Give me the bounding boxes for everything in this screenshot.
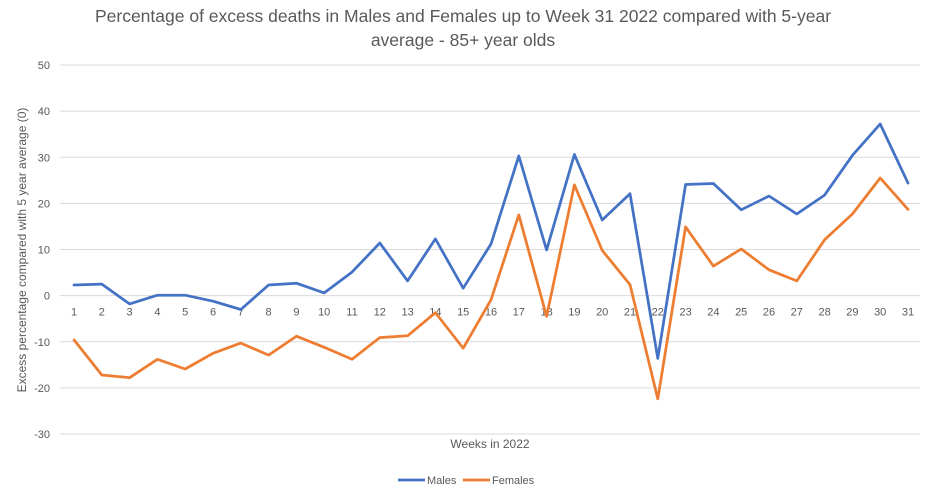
gridlines [60, 64, 920, 435]
y-axis-title: Excess percentage compared with 5 year a… [15, 108, 29, 393]
x-tick-label: 4 [154, 307, 160, 319]
y-tick-label: 0 [44, 291, 50, 303]
y-tick-label: 50 [38, 60, 50, 72]
y-tick-label: 30 [38, 152, 50, 164]
legend-label-males: Males [427, 475, 457, 487]
x-axis-title: Weeks in 2022 [450, 437, 529, 451]
x-tick-label: 9 [293, 307, 299, 319]
series-lines [72, 122, 910, 401]
x-tick-label: 19 [568, 307, 580, 319]
x-tick-label: 3 [127, 307, 133, 319]
x-tick-label: 8 [266, 307, 272, 319]
y-tick-label: 10 [38, 245, 50, 257]
x-tick-label: 20 [596, 307, 608, 319]
y-tick-label: 20 [38, 198, 50, 210]
x-tick-label: 21 [624, 307, 636, 319]
x-tick-label: 17 [513, 307, 525, 319]
x-tick-label: 1 [71, 307, 77, 319]
series-line-males [72, 122, 910, 360]
series-line-females [72, 176, 910, 401]
x-tick-label: 30 [874, 307, 886, 319]
x-tick-label: 6 [210, 307, 216, 319]
x-tick-label: 13 [401, 307, 413, 319]
x-tick-label: 26 [763, 307, 775, 319]
x-tick-label: 11 [346, 307, 357, 319]
y-axis-ticks: 50 40 30 20 10 0 -10 -20 -30 [34, 60, 50, 441]
x-tick-label: 15 [457, 307, 469, 319]
x-tick-label: 27 [791, 307, 803, 319]
y-tick-label: -30 [34, 429, 50, 441]
x-tick-label: 7 [238, 307, 244, 319]
y-tick-label: -10 [34, 337, 50, 349]
chart-title-line-1: Percentage of excess deaths in Males and… [95, 6, 831, 26]
y-tick-label: -20 [34, 383, 50, 395]
x-tick-label: 28 [818, 307, 830, 319]
x-tick-label: 25 [735, 307, 747, 319]
chart-title-line-2: average - 85+ year olds [371, 30, 556, 50]
y-tick-label: 40 [38, 106, 50, 118]
x-tick-label: 23 [679, 307, 691, 319]
x-tick-label: 16 [485, 307, 497, 319]
x-tick-label: 10 [318, 307, 330, 319]
legend: Males Females [398, 475, 535, 487]
x-tick-label: 22 [652, 307, 664, 319]
x-tick-label: 5 [182, 307, 188, 319]
x-tick-label: 31 [902, 307, 914, 319]
legend-label-females: Females [492, 475, 535, 487]
x-tick-label: 24 [707, 307, 719, 319]
x-axis-ticks: 1 2 3 4 5 6 7 8 9 10 11 12 13 14 15 16 17 18 19 20 21 22 23 24 2… [71, 307, 914, 319]
x-tick-label: 29 [846, 307, 858, 319]
x-tick-label: 12 [374, 307, 386, 319]
x-tick-label: 2 [99, 307, 105, 319]
